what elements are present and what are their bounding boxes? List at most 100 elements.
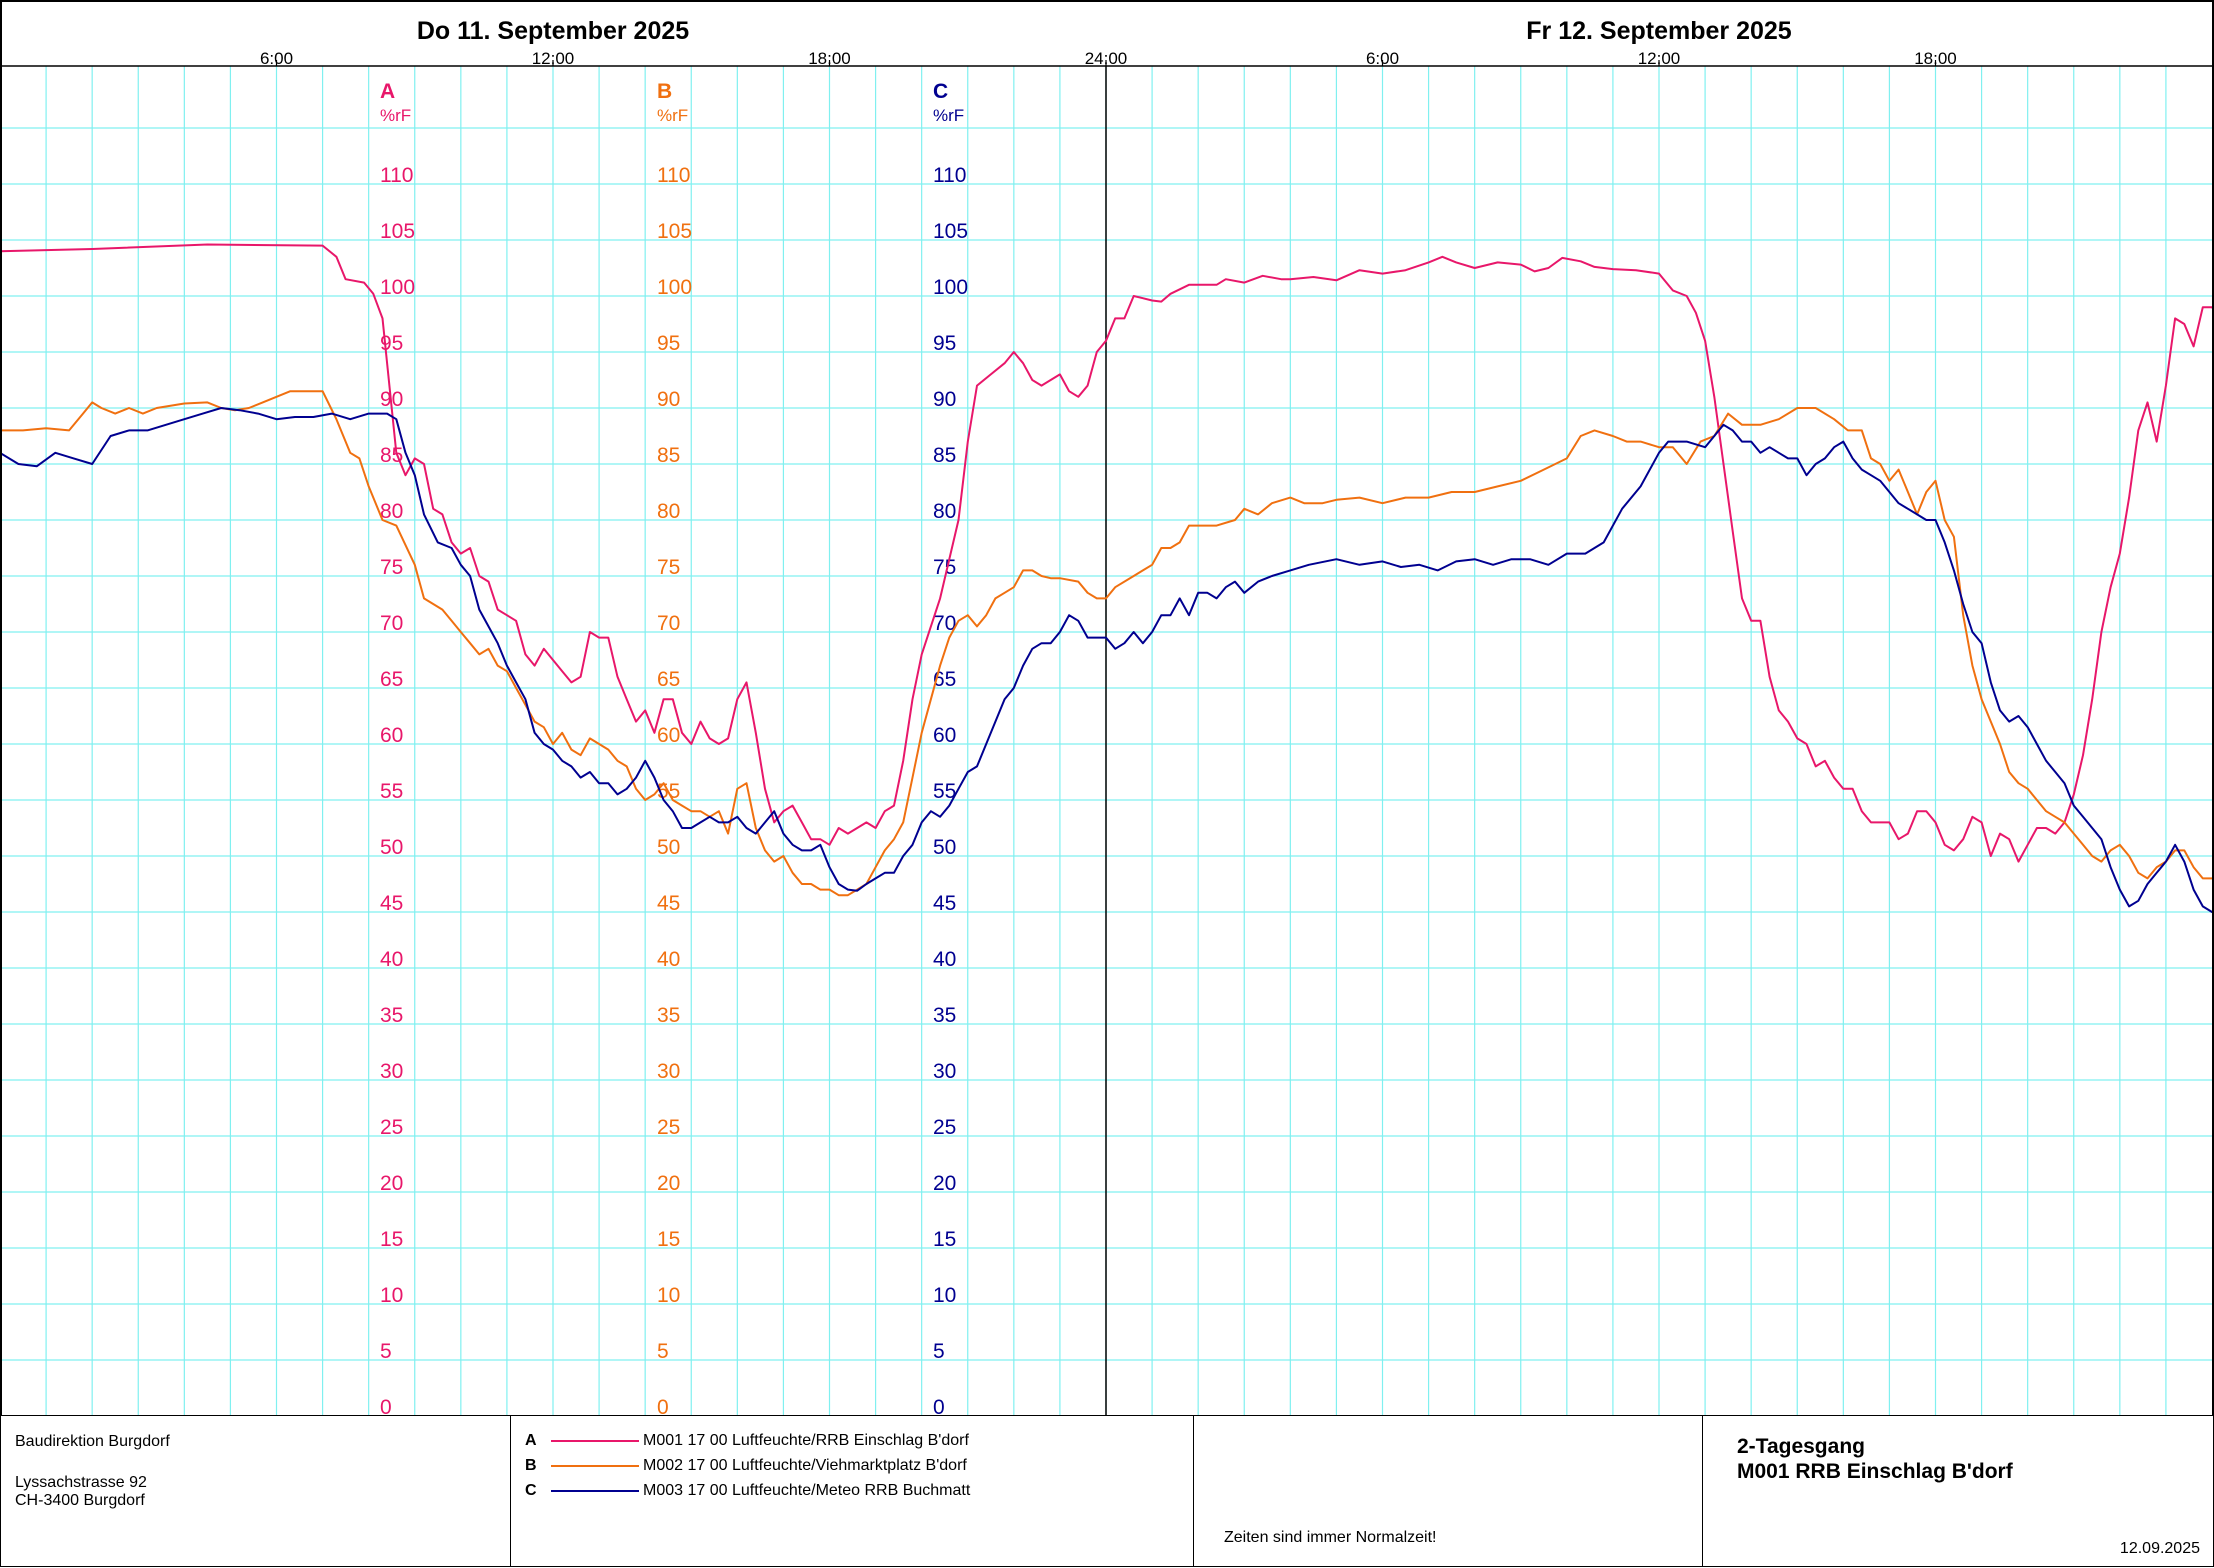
legend-key-a: A [525, 1432, 537, 1449]
y-tick-label: 60 [380, 724, 403, 747]
time-axis-labels: 6:00 12:00 18:00 24:00 6:00 12:00 18:00 [260, 49, 1957, 68]
y-axis-letter: B [657, 80, 672, 103]
y-tick-label: 10 [380, 1284, 403, 1307]
y-tick-label: 90 [657, 388, 680, 411]
time-note: Zeiten sind immer Normalzeit! [1224, 1529, 1437, 1546]
org-city: CH-3400 Burgdorf [15, 1492, 145, 1509]
y-tick-label: 45 [380, 892, 403, 915]
humidity-chart: Do 11. September 2025 Fr 12. September 2… [0, 0, 2214, 1416]
legend-cell: A M001 17 00 Luftfeuchte/RRB Einschlag B… [511, 1416, 1194, 1566]
y-tick-label: 85 [380, 444, 403, 467]
y-tick-label: 30 [380, 1060, 403, 1083]
y-tick-label: 30 [933, 1060, 956, 1083]
legend-line-b [551, 1465, 639, 1467]
day2-title: Fr 12. September 2025 [1526, 17, 1792, 45]
series-line-c [0, 407, 2214, 913]
y-axis-a: A%rF051015202530354045505560657075808590… [380, 80, 415, 1416]
series-line-a [0, 243, 2214, 863]
y-tick-label: 35 [933, 1004, 956, 1027]
y-tick-label: 25 [657, 1116, 680, 1139]
y-tick-label: 5 [380, 1340, 392, 1363]
time-label: 6:00 [260, 49, 293, 68]
y-tick-label: 95 [657, 332, 680, 355]
y-tick-label: 20 [657, 1172, 680, 1195]
legend-key-c: C [525, 1482, 537, 1499]
chart-frame [0, 0, 2214, 1416]
y-tick-label: 90 [933, 388, 956, 411]
y-tick-label: 10 [933, 1284, 956, 1307]
y-tick-label: 85 [657, 444, 680, 467]
y-tick-label: 110 [657, 164, 690, 187]
y-tick-label: 100 [380, 276, 415, 299]
y-tick-label: 75 [933, 556, 956, 579]
y-tick-label: 65 [657, 668, 680, 691]
y-tick-label: 65 [380, 668, 403, 691]
y-tick-label: 30 [657, 1060, 680, 1083]
y-tick-label: 105 [657, 220, 692, 243]
legend-text-b: M002 17 00 Luftfeuchte/Viehmarktplatz B'… [643, 1457, 967, 1474]
footer-panel: Baudirektion Burgdorf Lyssachstrasse 92 … [0, 1416, 2214, 1567]
y-tick-label: 40 [657, 948, 680, 971]
day1-title: Do 11. September 2025 [417, 17, 689, 45]
chart-background [0, 0, 2214, 1416]
y-tick-label: 70 [380, 612, 403, 635]
data-series [0, 243, 2214, 913]
chart-title-line2: M001 RRB Einschlag B'dorf [1737, 1460, 2013, 1483]
y-tick-label: 60 [657, 724, 680, 747]
y-tick-label: 0 [380, 1396, 392, 1416]
org-cell: Baudirektion Burgdorf Lyssachstrasse 92 … [1, 1416, 511, 1566]
time-label: 12:00 [1638, 49, 1681, 68]
time-label: 24:00 [1085, 49, 1128, 68]
time-label: 12:00 [532, 49, 575, 68]
y-axis-unit: %rF [380, 106, 411, 125]
time-label: 18:00 [1914, 49, 1957, 68]
y-tick-label: 75 [380, 556, 403, 579]
org-name: Baudirektion Burgdorf [15, 1433, 170, 1450]
y-tick-label: 105 [380, 220, 415, 243]
y-tick-label: 80 [657, 500, 680, 523]
y-axis-letter: A [380, 80, 395, 103]
y-tick-label: 25 [380, 1116, 403, 1139]
y-tick-label: 0 [657, 1396, 669, 1416]
y-tick-label: 0 [933, 1396, 945, 1416]
y-tick-label: 100 [657, 276, 692, 299]
y-tick-label: 110 [933, 164, 966, 187]
y-tick-label: 70 [933, 612, 956, 635]
y-tick-label: 100 [933, 276, 968, 299]
org-street: Lyssachstrasse 92 [15, 1474, 147, 1491]
y-tick-label: 15 [657, 1228, 680, 1251]
y-axis-b: B%rF051015202530354045505560657075808590… [657, 80, 692, 1416]
title-cell: 2-Tagesgang M001 RRB Einschlag B'dorf 12… [1703, 1416, 2214, 1566]
chart-title-line1: 2-Tagesgang [1737, 1435, 1865, 1458]
y-axis-unit: %rF [933, 106, 964, 125]
time-label: 18:00 [808, 49, 851, 68]
y-tick-label: 50 [380, 836, 403, 859]
y-tick-label: 75 [657, 556, 680, 579]
legend-key-b: B [525, 1457, 537, 1474]
y-tick-label: 25 [933, 1116, 956, 1139]
y-tick-label: 80 [380, 500, 403, 523]
series-line-b [0, 390, 2214, 897]
chart-grid [0, 65, 2214, 1416]
y-tick-label: 20 [380, 1172, 403, 1195]
y-tick-label: 95 [933, 332, 956, 355]
y-axis-letter: C [933, 80, 948, 103]
y-tick-label: 20 [933, 1172, 956, 1195]
legend-text-c: M003 17 00 Luftfeuchte/Meteo RRB Buchmat… [643, 1482, 971, 1499]
y-tick-label: 105 [933, 220, 968, 243]
y-tick-label: 85 [933, 444, 956, 467]
time-label: 6:00 [1366, 49, 1399, 68]
legend-text-a: M001 17 00 Luftfeuchte/RRB Einschlag B'd… [643, 1432, 969, 1449]
y-tick-label: 5 [657, 1340, 669, 1363]
legend-line-a [551, 1440, 639, 1442]
legend-line-c [551, 1490, 639, 1492]
y-tick-label: 10 [657, 1284, 680, 1307]
y-tick-label: 80 [933, 500, 956, 523]
y-tick-label: 60 [933, 724, 956, 747]
footer-date: 12.09.2025 [2119, 1540, 2200, 1557]
y-tick-label: 40 [933, 948, 956, 971]
y-tick-label: 50 [657, 836, 680, 859]
y-tick-label: 110 [380, 164, 413, 187]
note-cell: Zeiten sind immer Normalzeit! [1194, 1416, 1703, 1566]
y-axis-unit: %rF [657, 106, 688, 125]
